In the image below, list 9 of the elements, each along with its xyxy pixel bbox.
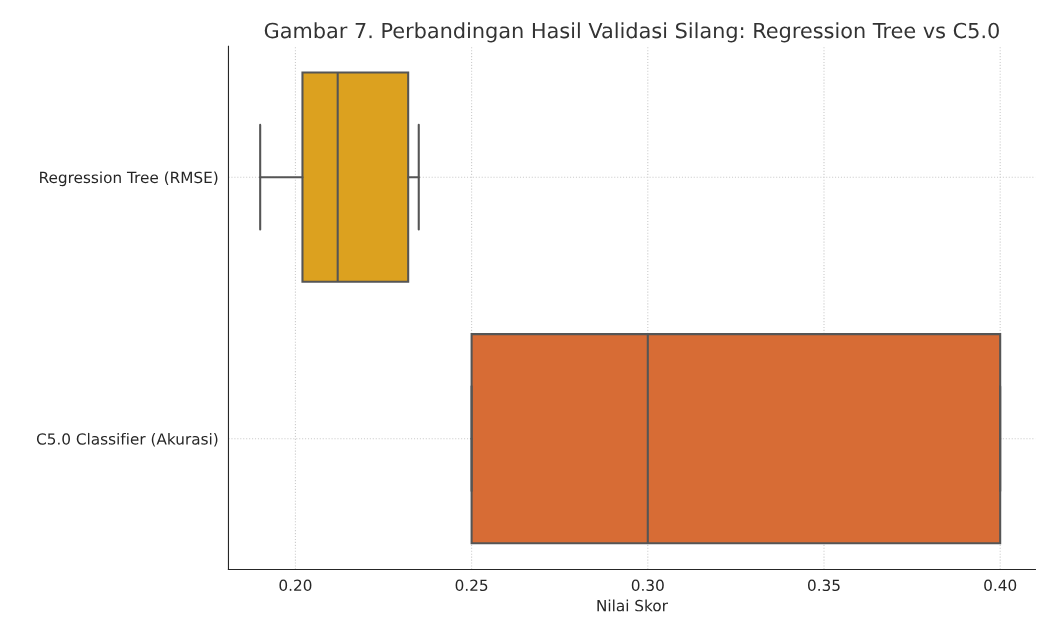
x-tick-label: 0.20 [279, 579, 312, 592]
x-tick-label: 0.40 [984, 579, 1017, 592]
x-tick-label: 0.35 [807, 579, 840, 592]
y-tick-label: Regression Tree (RMSE) [40, 171, 218, 187]
x-tick-label: 0.25 [455, 579, 488, 592]
x-axis-title: Nilai Skor [597, 599, 668, 612]
chart-title: Gambar 7. Perbandingan Hasil Validasi Silang: Regression Tree vs C5.0 [264, 22, 999, 43]
x-tick-label: 0.30 [631, 579, 664, 592]
y-tick-label: C5.0 Classifier (Akurasi) [36, 432, 218, 447]
